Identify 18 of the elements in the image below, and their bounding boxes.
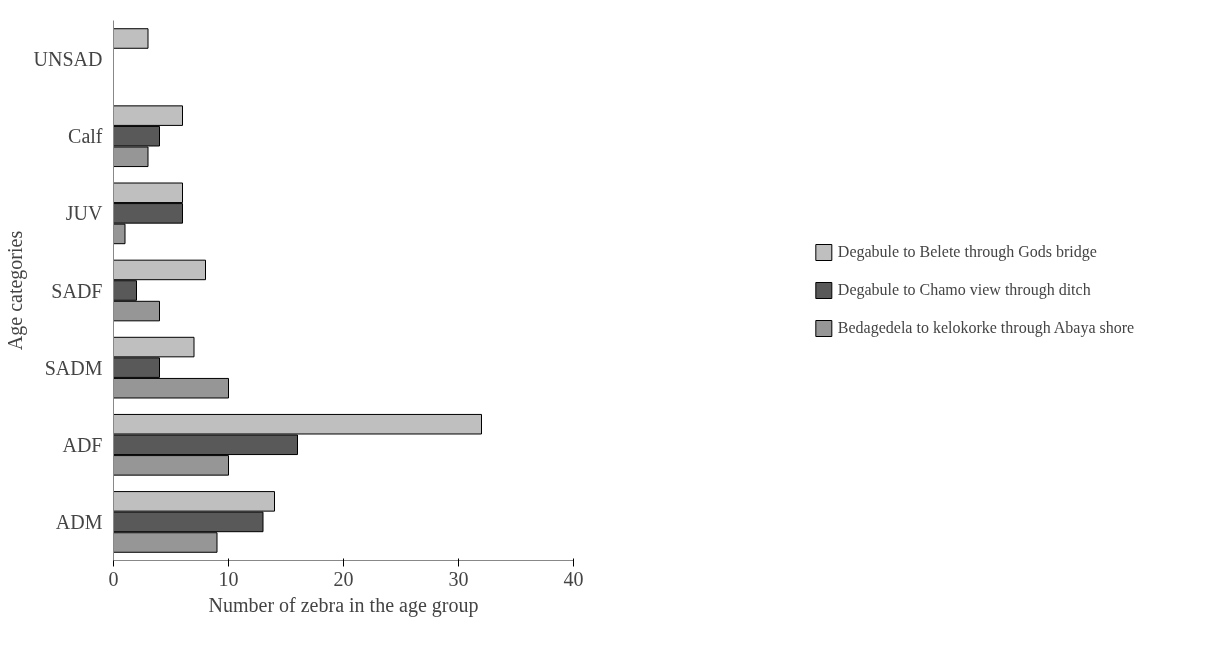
x-tick-label: 20	[333, 567, 354, 590]
y-axis-title: Age categories	[3, 230, 27, 351]
legend-label: Degabule to Chamo view through ditch	[837, 281, 1091, 299]
y-tick-label: SADM	[44, 356, 103, 379]
x-tick-label: 10	[218, 567, 239, 590]
y-tick-label: ADF	[62, 433, 103, 456]
bar	[113, 28, 149, 49]
x-tick-label: 0	[108, 567, 119, 590]
x-axis-title: Number of zebra in the age group	[208, 593, 479, 617]
y-tick-label: JUV	[65, 202, 104, 225]
y-tick-label: SADF	[51, 279, 103, 302]
legend-label: Bedagedela to kelokorke through Abaya shore	[837, 319, 1135, 337]
legend-label: Degabule to Belete through Gods bridge	[837, 243, 1097, 261]
y-tick-label: Calf	[68, 125, 103, 148]
x-tick-label: 40	[563, 567, 584, 590]
y-tick-label: UNSAD	[33, 48, 103, 71]
y-tick-label: ADM	[55, 510, 103, 533]
x-tick-label: 30	[448, 567, 469, 590]
